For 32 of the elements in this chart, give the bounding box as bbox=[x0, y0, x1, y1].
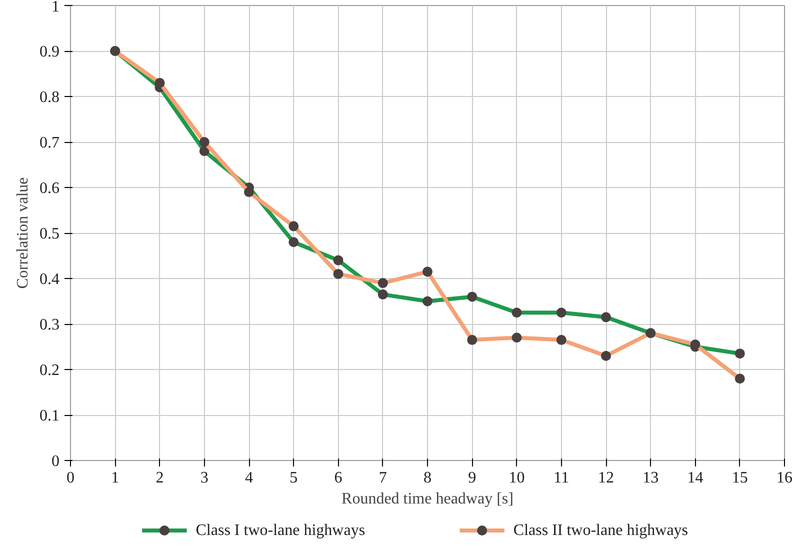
x-tick-label: 3 bbox=[200, 470, 208, 486]
x-tick-label: 2 bbox=[156, 470, 164, 486]
x-tick-label: 1 bbox=[111, 470, 120, 486]
x-tick-label: 8 bbox=[424, 470, 432, 486]
y-tick-label: 0.5 bbox=[40, 226, 60, 242]
x-tick-label: 10 bbox=[508, 470, 525, 486]
y-tick-label: 0.2 bbox=[40, 362, 60, 379]
y-tick-label: 0.9 bbox=[40, 44, 60, 60]
x-tick-label: 7 bbox=[378, 470, 387, 486]
x-tick-label: 4 bbox=[245, 470, 253, 486]
y-tick-label: 0.4 bbox=[40, 271, 60, 288]
x-tick-label: 12 bbox=[598, 470, 614, 486]
x-tick-label: 14 bbox=[687, 470, 704, 486]
y-tick-label: 0 bbox=[52, 453, 60, 470]
y-tick-label: 0.8 bbox=[40, 89, 60, 106]
y-tick-label: 0.7 bbox=[40, 134, 60, 152]
x-tick-label: 9 bbox=[468, 470, 476, 486]
x-tick-label: 11 bbox=[554, 470, 570, 486]
y-tick-label: 1 bbox=[52, 0, 60, 16]
x-axis-title: Rounded time headway [s] bbox=[342, 490, 514, 508]
x-tick-label: 16 bbox=[776, 470, 792, 486]
y-axis-title: Correlation value bbox=[14, 177, 32, 289]
legend-label: Class II two-lane highways bbox=[513, 522, 688, 539]
x-tick-label: 6 bbox=[334, 470, 342, 486]
x-tick-label: 5 bbox=[290, 470, 298, 486]
y-tick-label: 0.1 bbox=[40, 408, 60, 424]
y-tick-label: 0.6 bbox=[40, 180, 60, 197]
y-tick-label: 0.3 bbox=[40, 316, 60, 334]
legend-label: Class I two-lane highways bbox=[196, 522, 366, 539]
x-tick-label: 0 bbox=[66, 470, 74, 486]
x-tick-label: 13 bbox=[642, 470, 659, 486]
x-tick-label: 15 bbox=[732, 470, 748, 486]
